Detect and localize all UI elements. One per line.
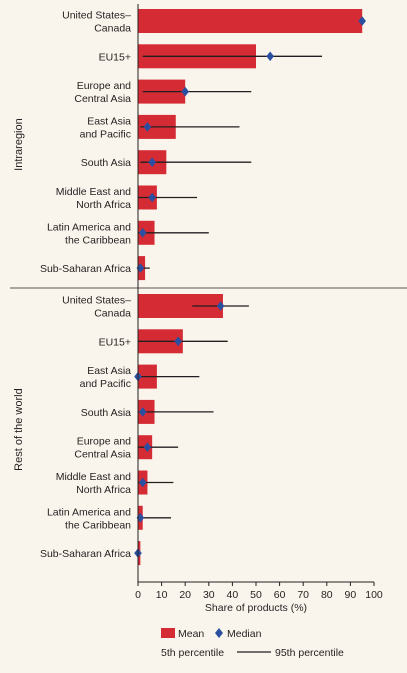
category-label-line: Sub-Saharan Africa [40,263,131,275]
category-label-line: Latin America and [47,506,131,518]
median-marker [143,122,152,132]
x-tick-label: 30 [203,589,215,601]
median-marker [138,228,147,238]
group-label: Intraregion [13,118,25,171]
x-tick-label: 0 [135,589,141,601]
category-label-line: Canada [94,308,131,320]
median-marker [143,442,152,452]
category-label-line: the Caribbean [65,519,131,531]
x-tick-label: 10 [156,589,168,601]
category-label: Latin America and the Caribbean [47,221,131,246]
category-label-line: Middle East and [56,471,131,483]
median-marker [138,477,147,488]
category-label-line: and Pacific [80,378,131,390]
median-marker [148,192,156,203]
category-label: United States– Canada [62,10,131,35]
median-marker [358,16,366,26]
category-label: EU15+ [99,336,131,348]
x-tick-label: 80 [321,589,333,601]
category-label-line: Sub-Saharan Africa [40,548,131,560]
category-label: Middle East and North Africa [56,186,131,211]
category-label: Sub-Saharan Africa [40,263,131,275]
category-label: East Asia and Pacific [80,115,132,140]
category-label-line: United States– [62,10,131,22]
legend-mean-swatch [161,628,175,638]
median-marker [136,263,145,273]
category-label-line: East Asia [87,365,131,377]
x-tick-label: 90 [345,589,357,601]
category-label-line: North Africa [76,199,131,211]
category-label: Middle East and North Africa [56,471,131,496]
median-marker [138,407,147,417]
category-label: East Asia and Pacific [80,365,132,390]
median-marker [148,157,156,167]
category-label-line: EU15+ [99,336,131,348]
category-label-line: North Africa [76,484,131,496]
category-label: South Asia [81,157,131,169]
legend: Mean Median 5th percentile 95th percenti… [161,628,344,659]
x-tick-label: 40 [227,589,239,601]
category-label-line: Central Asia [74,449,131,461]
category-label: Europe and Central Asia [74,80,131,105]
category-label: United States– Canada [62,295,131,320]
median-marker [181,86,189,97]
legend-median-icon [215,628,223,638]
category-label-line: Central Asia [74,93,131,105]
x-tick-label: 20 [179,589,191,601]
median-marker [216,301,225,311]
legend-p95-label: 95th percentile [275,647,344,659]
x-axis-title: Share of products (%) [205,602,307,614]
category-label-line: South Asia [81,407,131,419]
category-label-line: the Caribbean [65,234,131,246]
category-label-line: East Asia [87,115,131,127]
category-label-line: United States– [62,295,131,307]
category-label-line: EU15+ [99,51,131,63]
legend-median-label: Median [227,628,262,640]
median-marker [174,336,182,347]
x-tick-label: 70 [297,589,309,601]
category-label: Europe and Central Asia [74,436,131,461]
category-label-line: Middle East and [56,186,131,198]
mean-bar [138,9,363,33]
group-label: Rest of the world [13,388,25,471]
category-label-line: Europe and [77,80,131,92]
legend-p5-label: 5th percentile [161,647,224,659]
category-label-line: and Pacific [80,128,131,140]
x-tick-label: 60 [274,589,286,601]
category-label-line: Canada [94,23,131,35]
legend-mean-label: Mean [178,628,204,640]
category-label-line: South Asia [81,157,131,169]
category-label-line: Latin America and [47,221,131,233]
category-label: EU15+ [99,51,131,63]
category-label: Latin America and the Caribbean [47,506,131,531]
category-label: South Asia [81,407,131,419]
category-label: Sub-Saharan Africa [40,548,131,560]
x-tick-label: 100 [365,589,383,601]
x-axis: 0 10 20 30 40 50 60 70 80 90 100 Share of products … [135,4,383,614]
median-marker [266,51,274,62]
category-label-line: Europe and [77,436,131,448]
x-tick-label: 50 [250,589,262,601]
